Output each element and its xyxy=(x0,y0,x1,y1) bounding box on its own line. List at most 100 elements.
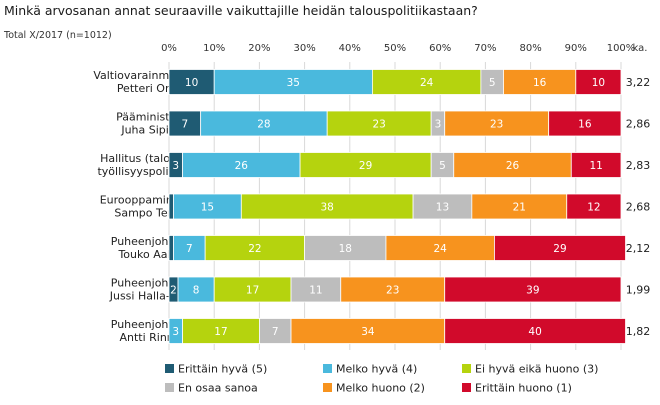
data-label: 22 xyxy=(248,243,261,255)
data-label: 35 xyxy=(287,77,300,89)
bar-segment xyxy=(453,152,572,178)
data-label: 11 xyxy=(589,160,602,172)
x-tick-label: 90% xyxy=(565,43,587,54)
legend-label: Melko hyvä (4) xyxy=(336,363,417,376)
data-label: 34 xyxy=(361,326,375,338)
data-label: 2 xyxy=(170,285,177,297)
x-tick-label: 20% xyxy=(248,43,270,54)
bar-segment xyxy=(494,235,626,261)
data-label: 17 xyxy=(214,326,227,338)
legend-swatch xyxy=(165,383,174,392)
category-label: Antti Rinne xyxy=(119,331,180,344)
bar-segment xyxy=(173,193,242,220)
data-label: 40 xyxy=(528,326,541,338)
data-label: 5 xyxy=(439,160,446,172)
data-label: 38 xyxy=(321,202,334,214)
category-label: Sampo Terho xyxy=(114,207,186,220)
legend-swatch xyxy=(323,364,332,373)
legend-swatch xyxy=(323,383,332,392)
data-label: 7 xyxy=(272,326,279,338)
x-tick-label: 50% xyxy=(384,43,406,54)
bar-segment xyxy=(204,235,306,261)
data-label: 12 xyxy=(587,202,600,214)
bar-segment xyxy=(240,193,414,220)
data-label: 26 xyxy=(506,160,520,172)
bar-segment xyxy=(444,318,626,344)
average-value: 2,12 xyxy=(626,242,651,255)
data-label: 7 xyxy=(181,119,188,131)
data-label: 26 xyxy=(235,160,249,172)
bar-segment xyxy=(168,193,174,220)
bar-segment xyxy=(173,235,206,261)
data-label: 23 xyxy=(386,285,399,297)
bar-segment xyxy=(168,69,215,95)
data-label: 24 xyxy=(420,77,434,89)
bar-segment xyxy=(503,69,577,95)
legend-swatch xyxy=(462,383,471,392)
x-tick-label: 60% xyxy=(429,43,451,54)
bar-segment xyxy=(290,276,342,303)
bar-segment xyxy=(304,235,387,261)
average-header: ka. xyxy=(633,43,648,54)
category-label: Juha Sipilä xyxy=(120,124,178,137)
bar-segment xyxy=(340,276,446,303)
average-value: 2,68 xyxy=(626,201,651,214)
bar-segment xyxy=(371,69,482,95)
legend-label: Erittäin hyvä (5) xyxy=(178,363,267,376)
bar-segment xyxy=(213,69,373,95)
data-label: 10 xyxy=(592,77,605,89)
bar-segment xyxy=(570,152,622,178)
x-tick-label: 0% xyxy=(161,43,177,54)
bar-segment xyxy=(471,193,568,220)
data-label: 18 xyxy=(339,243,352,255)
legend-label: Ei hyvä eikä huono (3) xyxy=(475,363,598,376)
average-value: 2,83 xyxy=(626,159,651,172)
data-label: 17 xyxy=(246,285,259,297)
bar-segment xyxy=(299,152,432,178)
data-label: 13 xyxy=(436,202,449,214)
bar-segment xyxy=(548,110,622,137)
average-value: 3,22 xyxy=(626,76,651,89)
x-tick-label: 100% xyxy=(607,43,636,54)
chart-title: Minkä arvosanan annat seuraaville vaikut… xyxy=(4,3,478,18)
average-value: 1,82 xyxy=(626,325,651,338)
average-value: 2,86 xyxy=(626,118,651,131)
bar-segment xyxy=(412,193,473,220)
data-label: 3 xyxy=(435,119,442,131)
chart-subtitle: Total X/2017 (n=1012) xyxy=(4,30,112,41)
x-tick-label: 80% xyxy=(519,43,541,54)
x-tick-label: 40% xyxy=(339,43,361,54)
bar-segment xyxy=(566,193,622,220)
legend-swatch xyxy=(165,364,174,373)
data-label: 23 xyxy=(372,119,385,131)
data-label: 15 xyxy=(201,202,214,214)
data-label: 29 xyxy=(359,160,372,172)
data-label: 3 xyxy=(172,160,179,172)
legend-label: Erittäin huono (1) xyxy=(475,382,572,395)
data-label: 8 xyxy=(193,285,200,297)
bar-segment xyxy=(182,152,301,178)
legend-label: Melko huono (2) xyxy=(336,382,425,395)
bar-segment xyxy=(177,276,215,303)
data-label: 23 xyxy=(490,119,503,131)
data-label: 16 xyxy=(533,77,547,89)
data-label: 16 xyxy=(578,119,592,131)
data-label: 5 xyxy=(489,77,496,89)
category-label: Pääministeri xyxy=(116,111,184,124)
average-value: 1,99 xyxy=(626,284,651,297)
bar-segment xyxy=(444,276,622,303)
data-label: 7 xyxy=(186,243,193,255)
x-tick-label: 10% xyxy=(203,43,225,54)
legend-label: En osaa sanoa xyxy=(178,382,258,395)
data-label: 21 xyxy=(513,202,526,214)
data-label: 24 xyxy=(434,243,448,255)
x-tick-label: 30% xyxy=(293,43,315,54)
data-label: 10 xyxy=(185,77,198,89)
bar-segment xyxy=(444,110,550,137)
data-label: 3 xyxy=(172,326,179,338)
data-label: 39 xyxy=(526,285,539,297)
bar-segment xyxy=(575,69,622,95)
bar-segment xyxy=(168,235,174,261)
